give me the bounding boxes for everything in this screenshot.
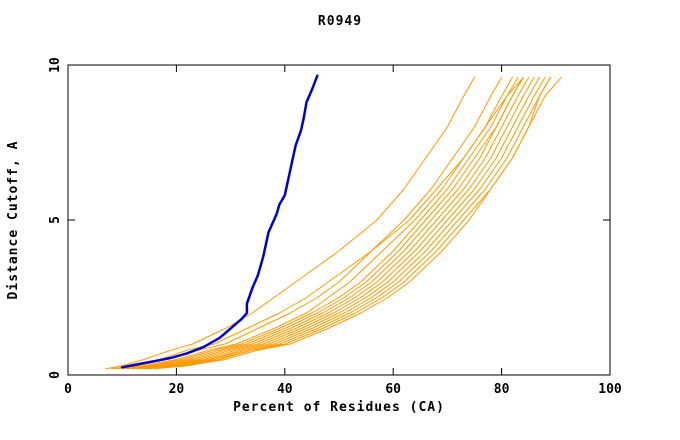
x-tick-label: 100	[598, 382, 622, 397]
y-tick-label: 0	[48, 371, 63, 379]
model-curve-model-13	[110, 76, 524, 370]
model-curve-model-08	[138, 76, 535, 370]
y-tick-label: 10	[48, 57, 63, 73]
model-curve-model-01	[105, 76, 475, 370]
x-axis-label: Percent of Residues (CA)	[233, 400, 445, 415]
y-axis-label: Distance Cutoff, A	[6, 140, 21, 300]
x-tick-label: 80	[494, 382, 510, 397]
model-curve-model-06	[132, 76, 524, 370]
plot-border	[67, 64, 611, 376]
model-curve-model-09	[143, 76, 540, 370]
y-tick-label: 5	[48, 216, 63, 224]
model-curve-model-03	[121, 76, 513, 370]
highlight-curve-blue-model	[120, 74, 319, 369]
x-tick-label: 40	[277, 382, 293, 397]
x-tick-label: 0	[64, 382, 72, 397]
model-curve-model-14	[154, 76, 551, 370]
model-curve-model-04	[127, 76, 519, 370]
model-curve-model-10	[143, 76, 546, 370]
model-curve-model-07	[138, 76, 530, 370]
model-curve-model-11	[148, 76, 551, 370]
model-curve-model-05	[132, 76, 524, 370]
chart-title: R0949	[317, 14, 363, 29]
x-tick-label: 60	[385, 382, 401, 397]
x-tick-label: 20	[169, 382, 185, 397]
